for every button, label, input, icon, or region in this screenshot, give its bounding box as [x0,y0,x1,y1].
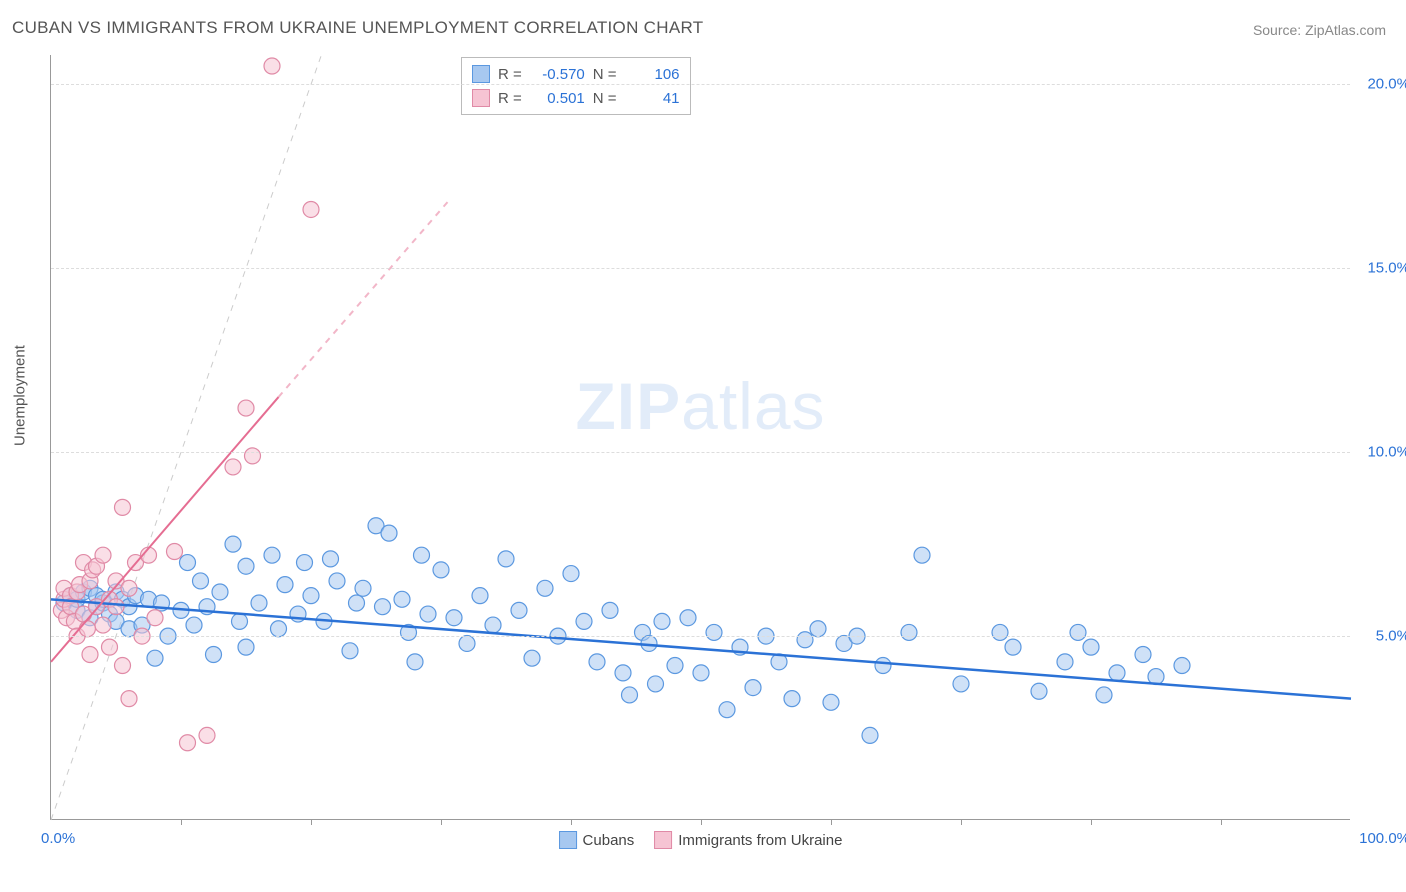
y-tick-label: 20.0% [1367,76,1406,93]
legend-swatch [559,831,577,849]
x-tick [701,819,702,825]
legend-swatch [472,65,490,83]
legend-swatch [654,831,672,849]
bottom-legend-item: Immigrants from Ukraine [654,831,842,849]
gridline [51,452,1350,453]
gridline [51,636,1350,637]
x-tick [1221,819,1222,825]
stat-legend-row: R = -0.570 N = 106 [472,62,680,86]
bottom-legend: Cubans Immigrants from Ukraine [559,831,843,849]
bottom-legend-item: Cubans [559,831,635,849]
x-tick [961,819,962,825]
chart-svg [51,55,1350,819]
x-tick [441,819,442,825]
chart-title: CUBAN VS IMMIGRANTS FROM UKRAINE UNEMPLO… [12,18,703,38]
x-tick [571,819,572,825]
x-axis-right-label: 100.0% [1359,830,1406,847]
y-tick-label: 10.0% [1367,444,1406,461]
x-tick [311,819,312,825]
gridline [51,268,1350,269]
y-axis-label: Unemployment [12,345,29,446]
x-axis-left-label: 0.0% [41,830,75,847]
legend-swatch [472,89,490,107]
plot-area: ZIPatlas R = -0.570 N = 106 R = 0.501 N … [50,55,1350,820]
gridline [51,84,1350,85]
stat-legend: R = -0.570 N = 106 R = 0.501 N = 41 [461,57,691,115]
y-tick-label: 15.0% [1367,260,1406,277]
y-tick-label: 5.0% [1376,628,1406,645]
x-tick [831,819,832,825]
stat-legend-row: R = 0.501 N = 41 [472,86,680,110]
source-label: Source: ZipAtlas.com [1253,22,1386,38]
x-tick [181,819,182,825]
x-tick [1091,819,1092,825]
